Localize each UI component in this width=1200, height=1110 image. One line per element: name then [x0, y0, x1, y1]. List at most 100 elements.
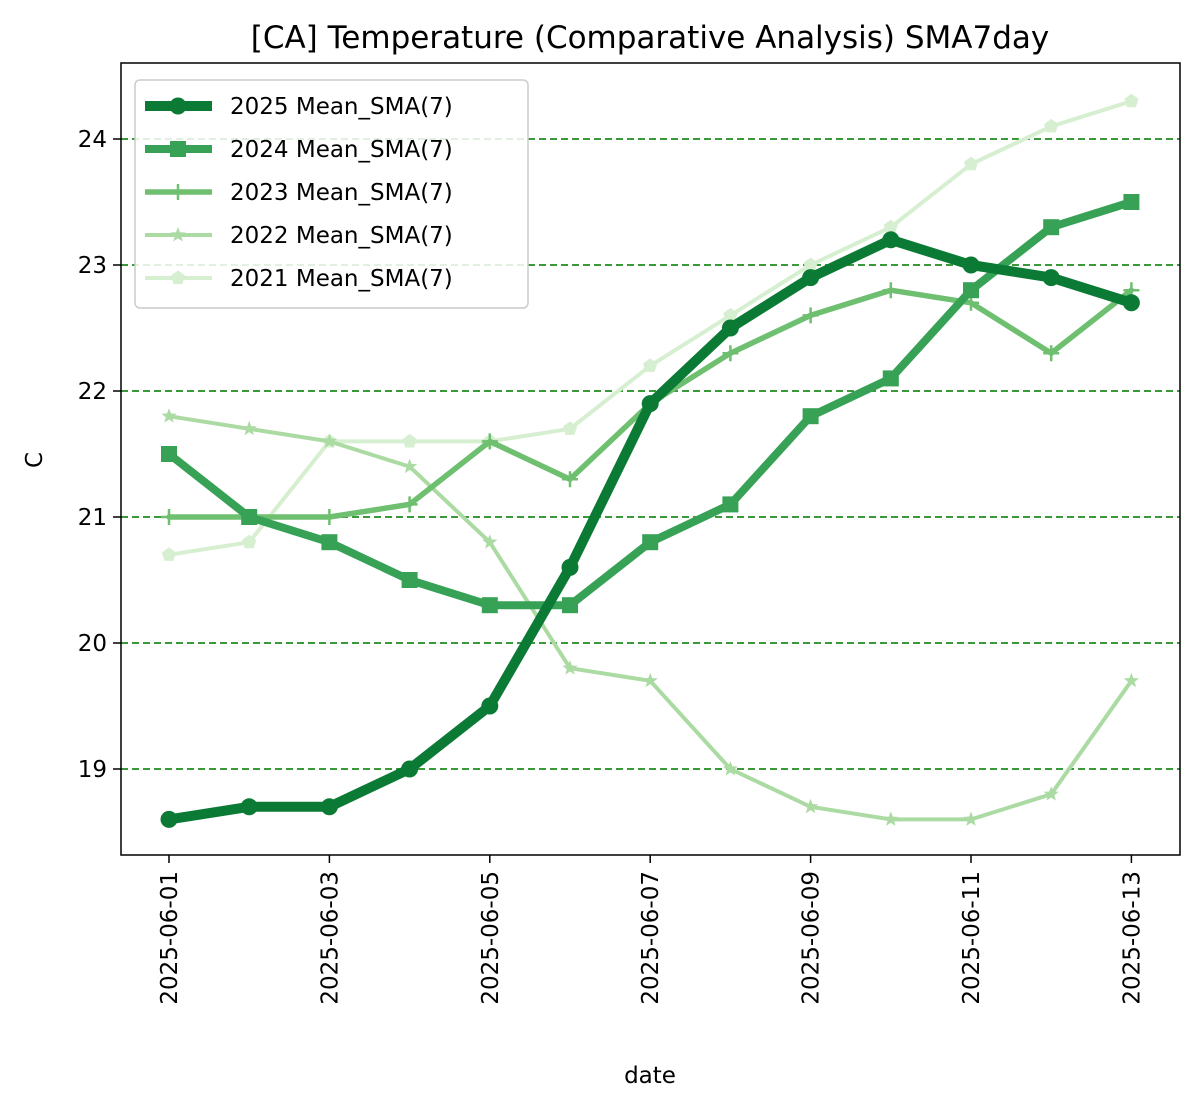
legend-marker — [170, 270, 186, 285]
legend-item: 2023 Mean_SMA(7) — [145, 180, 453, 206]
data-point — [963, 156, 979, 171]
data-point — [321, 433, 338, 448]
y-tick-label: 24 — [78, 127, 107, 153]
data-point — [722, 761, 739, 776]
data-point — [1123, 194, 1140, 210]
data-point — [882, 370, 899, 387]
data-point — [1044, 118, 1059, 133]
series-layer — [160, 93, 1140, 828]
data-point — [240, 798, 258, 816]
legend-item: 2024 Mean_SMA(7) — [145, 137, 453, 163]
y-tick-label: 19 — [78, 757, 107, 783]
legend: 2025 Mean_SMA(7) 2024 Mean_SMA(7) 2023 Mea… — [134, 79, 529, 309]
data-point — [241, 509, 258, 525]
y-tick-label: 21 — [78, 505, 107, 531]
y-tick-label: 22 — [78, 379, 107, 405]
data-point — [321, 509, 338, 525]
data-point — [802, 307, 819, 324]
data-point — [721, 319, 739, 337]
data-point — [562, 421, 578, 435]
data-point — [562, 597, 578, 614]
series-line — [167, 414, 1134, 822]
data-point — [642, 534, 659, 551]
series-3 — [161, 408, 1140, 826]
data-point — [1043, 345, 1060, 362]
chart-title: [CA] Temperature (Comparative Analysis) … — [251, 20, 1050, 56]
data-point — [963, 811, 979, 826]
data-point — [161, 446, 177, 462]
data-point — [1123, 672, 1140, 688]
data-point — [481, 697, 499, 715]
data-point — [962, 256, 980, 274]
data-point — [882, 231, 900, 249]
data-point — [1043, 786, 1059, 801]
y-axis-label: C — [22, 452, 48, 468]
data-point — [160, 810, 178, 828]
data-point — [481, 433, 498, 450]
data-point — [883, 219, 898, 234]
legend-marker — [169, 97, 187, 115]
data-point — [642, 672, 658, 688]
x-axis-label: date — [624, 1063, 676, 1089]
data-point — [802, 269, 820, 287]
data-point — [562, 660, 578, 675]
data-point — [803, 257, 818, 272]
y-axis: 19 20 21 22 23 24 — [78, 127, 121, 783]
data-point — [802, 798, 819, 814]
legend-item: 2021 Mean_SMA(7) — [145, 266, 453, 292]
x-axis: 2025-06-01 2025-06-03 2025-06-05 2025-06-07… — [157, 855, 1145, 1005]
data-point — [883, 811, 899, 826]
data-point — [963, 282, 979, 299]
series-0 — [160, 231, 1140, 828]
data-point — [241, 420, 257, 436]
data-point — [242, 534, 257, 549]
data-point — [401, 572, 418, 588]
data-point — [723, 307, 738, 322]
legend-label: 2025 Mean_SMA(7) — [230, 94, 453, 120]
data-point — [1042, 269, 1060, 287]
series-1 — [161, 194, 1140, 614]
x-tick-label: 2025-06-07 — [638, 871, 664, 1005]
x-tick-label: 2025-06-09 — [799, 871, 825, 1005]
y-tick-label: 23 — [78, 253, 107, 279]
legend-marker — [170, 141, 186, 157]
data-point — [641, 395, 659, 413]
data-point — [722, 496, 739, 513]
data-point — [482, 534, 498, 549]
data-point — [561, 558, 579, 576]
data-point — [643, 358, 658, 372]
legend-label: 2022 Mean_SMA(7) — [230, 223, 453, 249]
legend-label: 2023 Mean_SMA(7) — [230, 180, 453, 206]
data-point — [1124, 93, 1139, 108]
data-point — [161, 509, 177, 525]
legend-box — [134, 79, 529, 309]
data-point — [401, 458, 418, 474]
x-tick-label: 2025-06-03 — [317, 871, 343, 1005]
y-tick-label: 20 — [78, 631, 107, 657]
legend-item: 2022 Mean_SMA(7) — [145, 223, 453, 249]
data-point — [321, 534, 338, 551]
data-point — [882, 282, 899, 299]
data-point — [320, 798, 338, 816]
x-tick-label: 2025-06-11 — [959, 871, 985, 1005]
legend-marker — [170, 227, 186, 242]
x-tick-label: 2025-06-13 — [1119, 871, 1145, 1005]
data-point — [401, 760, 419, 778]
legend-label: 2021 Mean_SMA(7) — [230, 266, 453, 292]
legend-item: 2025 Mean_SMA(7) — [145, 94, 453, 120]
data-point — [1122, 294, 1140, 312]
data-point — [161, 547, 177, 561]
data-point — [802, 408, 819, 425]
data-point — [722, 345, 739, 362]
x-tick-label: 2025-06-05 — [478, 871, 504, 1005]
legend-label: 2024 Mean_SMA(7) — [230, 137, 453, 163]
data-point — [161, 408, 177, 423]
data-point — [1043, 219, 1060, 236]
x-tick-label: 2025-06-01 — [157, 871, 183, 1005]
data-point — [562, 471, 578, 488]
series-line — [164, 234, 1137, 825]
data-point — [402, 433, 417, 448]
data-point — [401, 496, 418, 513]
data-point — [481, 597, 498, 614]
